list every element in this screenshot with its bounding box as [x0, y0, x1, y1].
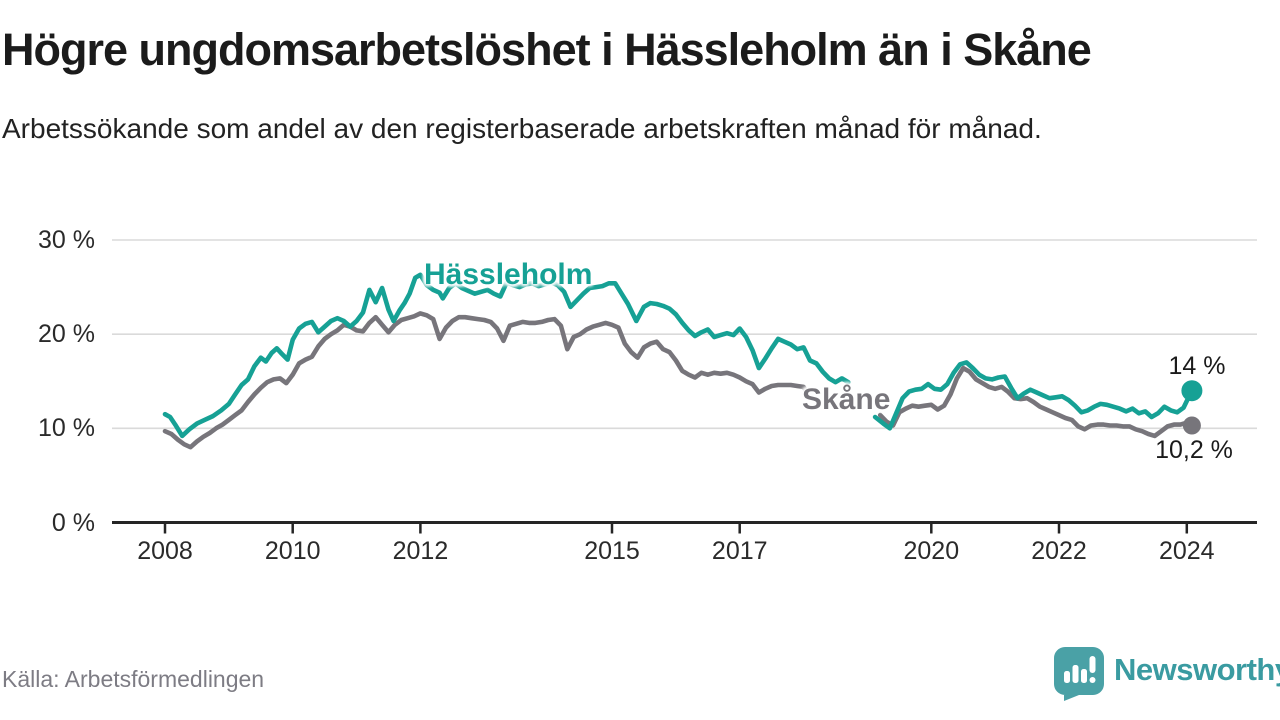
y-axis-label: 20 %: [38, 320, 95, 349]
hassleholm-line: [872, 360, 1195, 431]
series-label-skane: Skåne: [802, 383, 891, 416]
newsworthy-wordmark: Newsworthy: [1114, 652, 1280, 687]
chart-subtitle: Arbetssökande som andel av den registerb…: [2, 113, 1042, 144]
x-axis-label: 2020: [903, 537, 960, 565]
hassleholm-end-dot: [1181, 380, 1203, 402]
x-axis-label: 2010: [264, 537, 321, 565]
x-axis-label: 2022: [1031, 537, 1087, 565]
x-axis-label: 2012: [392, 537, 449, 565]
x-axis-label: 2024: [1158, 537, 1215, 565]
series-label-hassleholm: Hässleholm: [424, 258, 593, 291]
y-axis-label: 10 %: [38, 414, 95, 443]
skane-line: [877, 365, 1195, 439]
chart-title: Högre ungdomsarbetslöshet i Hässleholm ä…: [2, 24, 1092, 75]
end-value-label-hassleholm: 14 %: [1168, 352, 1226, 380]
x-axis-label: 2008: [137, 537, 193, 565]
skane-end-dot: [1182, 416, 1201, 435]
y-axis-label: 30 %: [38, 226, 95, 254]
x-axis-label: 2017: [711, 537, 768, 565]
end-value-label-skane: 10,2 %: [1155, 436, 1233, 464]
speech-bubble-bar-chart-icon: [1054, 647, 1104, 701]
source-note: Källa: Arbetsförmedlingen: [2, 666, 265, 692]
hassleholm-line: [162, 272, 851, 439]
skane-line: [162, 311, 810, 450]
x-axis-label: 2015: [584, 537, 640, 565]
newsworthy-logo: Newsworthy: [1052, 645, 1280, 702]
y-axis-label: 0 %: [51, 508, 95, 537]
